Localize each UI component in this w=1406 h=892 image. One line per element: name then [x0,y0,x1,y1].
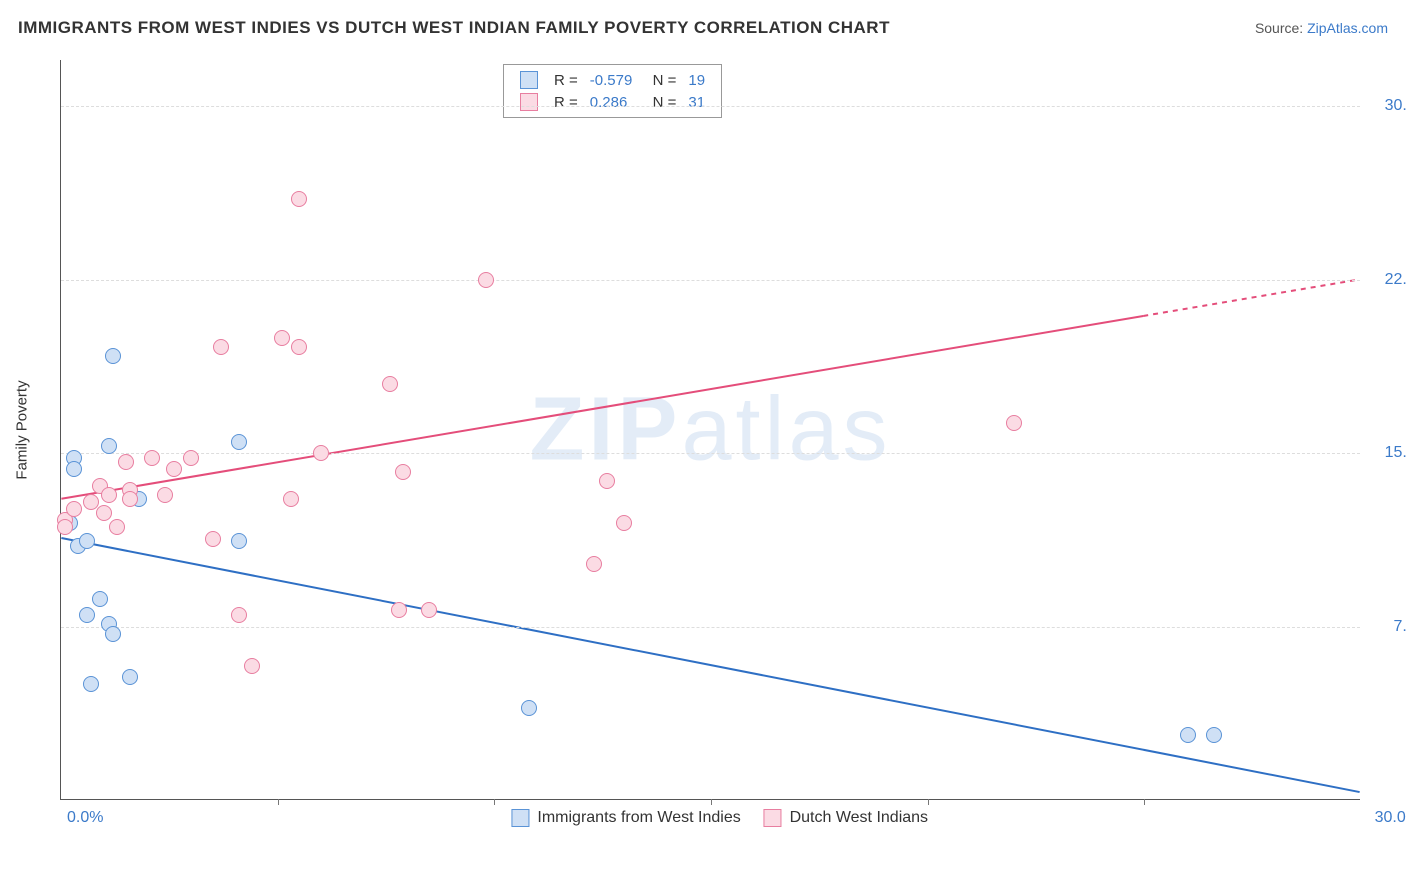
trend-lines [61,60,1360,799]
y-tick-label: 22.5% [1370,271,1406,289]
legend-swatch-pink [763,809,781,827]
chart-title: IMMIGRANTS FROM WEST INDIES VS DUTCH WES… [18,18,890,38]
gridline [61,280,1360,281]
legend-label-blue: Immigrants from West Indies [533,809,745,826]
legend-n-label: N = [638,69,682,91]
data-point-blue [101,438,117,454]
gridline [61,627,1360,628]
legend-n-label: N = [638,91,682,113]
legend-swatch-pink [520,93,538,111]
data-point-pink [395,464,411,480]
data-point-blue [105,626,121,642]
gridline [61,106,1360,107]
source-link[interactable]: ZipAtlas.com [1307,20,1388,36]
data-point-pink [166,461,182,477]
data-point-pink [183,450,199,466]
data-point-pink [83,494,99,510]
legend-r-label: R = [548,69,584,91]
watermark: ZIPatlas [529,378,891,481]
data-point-pink [231,607,247,623]
data-point-pink [313,445,329,461]
chart-area: Family Poverty ZIPatlas 0.0% 30.0% R =-0… [50,60,1370,800]
data-point-blue [79,533,95,549]
data-point-pink [118,454,134,470]
data-point-blue [231,434,247,450]
legend-stats-box: R =-0.579 N =19R =0.286 N =31 [503,64,722,118]
data-point-pink [96,505,112,521]
x-tick [1144,799,1145,805]
data-point-pink [1006,415,1022,431]
x-origin-label: 0.0% [67,809,103,827]
data-point-pink [157,487,173,503]
legend-series: Immigrants from West Indies Dutch West I… [493,809,928,827]
data-point-pink [391,602,407,618]
data-point-pink [57,519,73,535]
data-point-blue [79,607,95,623]
x-tick [711,799,712,805]
x-tick [928,799,929,805]
data-point-blue [105,348,121,364]
y-axis-label: Family Poverty [14,380,31,479]
legend-swatch-blue [511,809,529,827]
x-max-label: 30.0% [1375,809,1406,827]
data-point-pink [291,339,307,355]
data-point-blue [122,669,138,685]
data-point-pink [586,556,602,572]
legend-label-pink: Dutch West Indians [785,809,928,826]
x-tick [494,799,495,805]
legend-n-value: 19 [682,69,711,91]
data-point-blue [521,700,537,716]
chart-source: Source: ZipAtlas.com [1255,20,1388,36]
source-prefix: Source: [1255,20,1307,36]
x-tick [278,799,279,805]
y-tick-label: 15.0% [1370,444,1406,462]
data-point-blue [1180,727,1196,743]
data-point-pink [244,658,260,674]
chart-header: IMMIGRANTS FROM WEST INDIES VS DUTCH WES… [18,18,1388,38]
data-point-pink [616,515,632,531]
data-point-pink [122,491,138,507]
legend-stat-row-blue: R =-0.579 N =19 [514,69,711,91]
legend-r-value: -0.579 [584,69,639,91]
data-point-pink [291,191,307,207]
data-point-pink [599,473,615,489]
legend-swatch-blue [520,71,538,89]
data-point-pink [205,531,221,547]
data-point-blue [66,461,82,477]
data-point-blue [83,676,99,692]
data-point-pink [213,339,229,355]
legend-r-value: 0.286 [584,91,639,113]
data-point-pink [109,519,125,535]
gridline [61,453,1360,454]
data-point-pink [101,487,117,503]
data-point-pink [144,450,160,466]
data-point-pink [421,602,437,618]
y-tick-label: 30.0% [1370,97,1406,115]
data-point-blue [92,591,108,607]
data-point-blue [231,533,247,549]
y-tick-label: 7.5% [1370,618,1406,636]
legend-r-label: R = [548,91,584,113]
data-point-pink [478,272,494,288]
legend-stat-row-pink: R =0.286 N =31 [514,91,711,113]
data-point-pink [66,501,82,517]
legend-n-value: 31 [682,91,711,113]
plot-region: ZIPatlas 0.0% 30.0% R =-0.579 N =19R =0.… [60,60,1360,800]
data-point-pink [283,491,299,507]
data-point-pink [382,376,398,392]
data-point-blue [1206,727,1222,743]
data-point-pink [274,330,290,346]
